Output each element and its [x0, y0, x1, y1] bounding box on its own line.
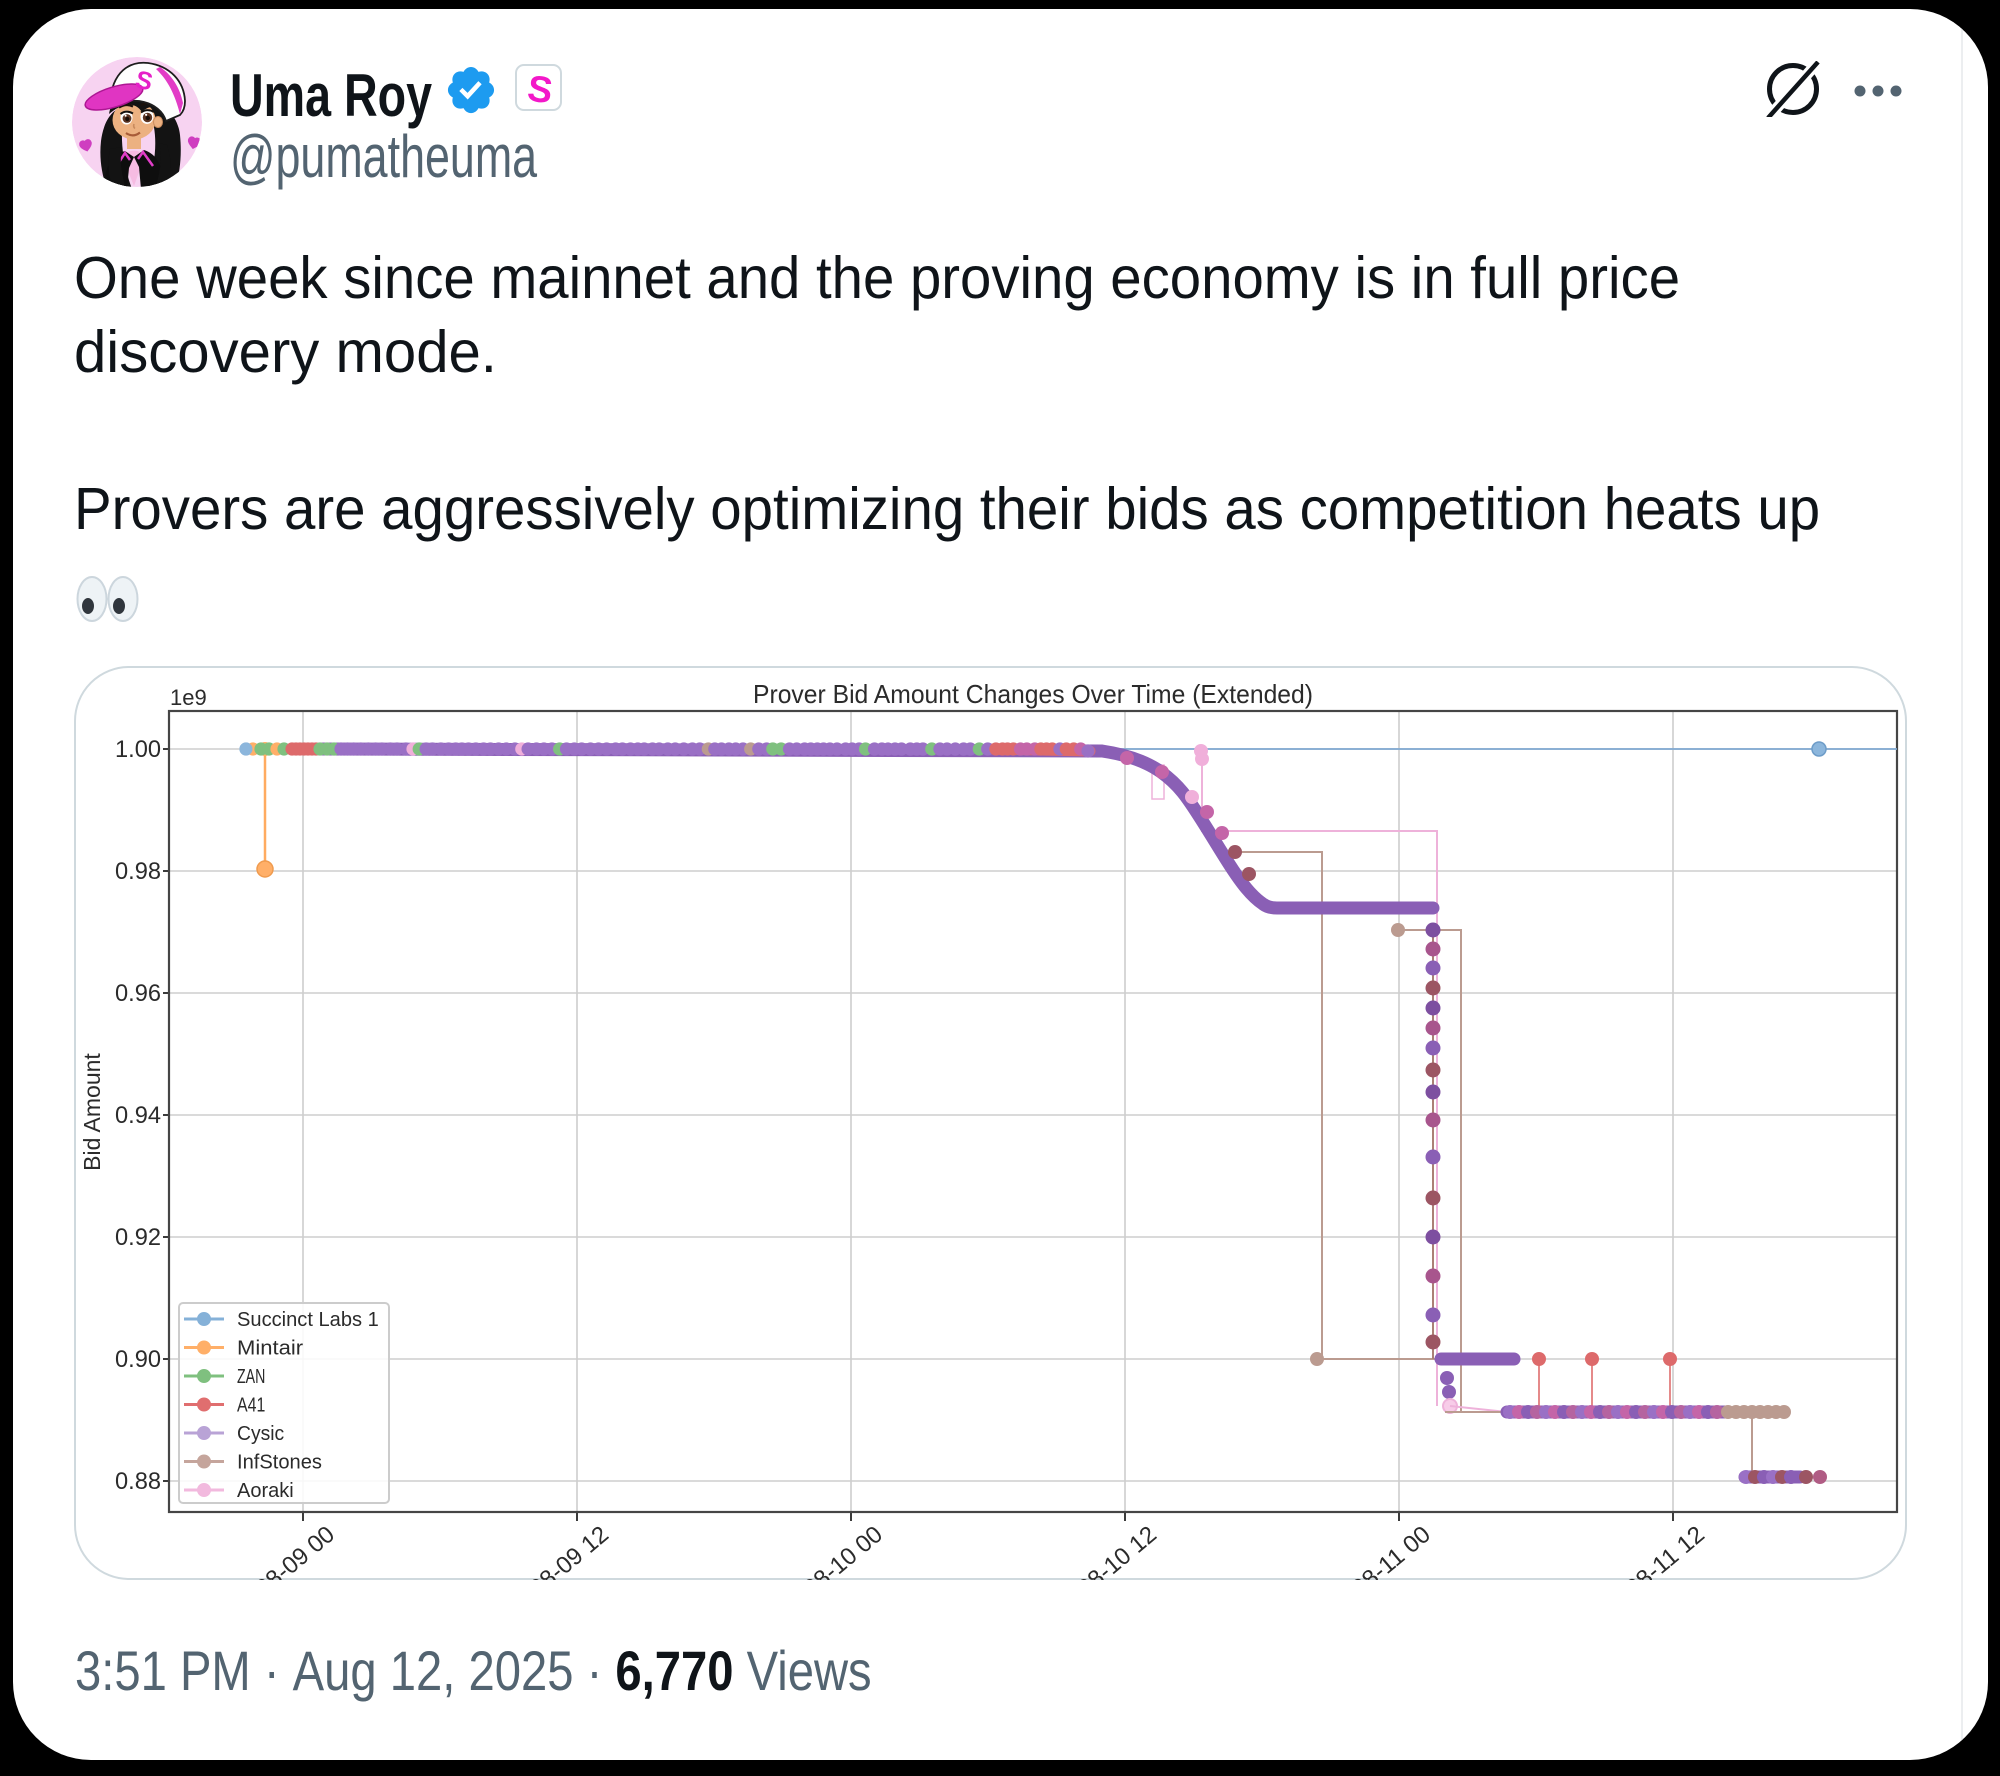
- svg-text:0.96: 0.96: [115, 980, 161, 1007]
- svg-text:ZAN: ZAN: [237, 1365, 265, 1388]
- svg-text:InfStones: InfStones: [237, 1451, 322, 1474]
- svg-text:Mintair: Mintair: [237, 1337, 303, 1360]
- svg-text:Prover Bid Amount Changes Over: Prover Bid Amount Changes Over Time (Ext…: [753, 679, 1313, 709]
- svg-text:0.94: 0.94: [115, 1102, 161, 1129]
- svg-text:Cysic: Cysic: [237, 1422, 284, 1445]
- svg-text:0.88: 0.88: [115, 1468, 161, 1495]
- svg-text:S: S: [525, 67, 555, 111]
- svg-text:Aoraki: Aoraki: [237, 1479, 294, 1502]
- svg-text:0.90: 0.90: [115, 1346, 161, 1373]
- svg-text:0.92: 0.92: [115, 1224, 161, 1251]
- svg-text:Bid Amount: Bid Amount: [79, 1053, 105, 1171]
- svg-text:A41: A41: [237, 1394, 265, 1417]
- svg-text:0.98: 0.98: [115, 858, 161, 885]
- svg-text:1e9: 1e9: [170, 685, 207, 710]
- svg-text:Succinct Labs 1: Succinct Labs 1: [237, 1308, 379, 1331]
- svg-text:1.00: 1.00: [115, 736, 161, 763]
- svg-text:S: S: [133, 65, 156, 96]
